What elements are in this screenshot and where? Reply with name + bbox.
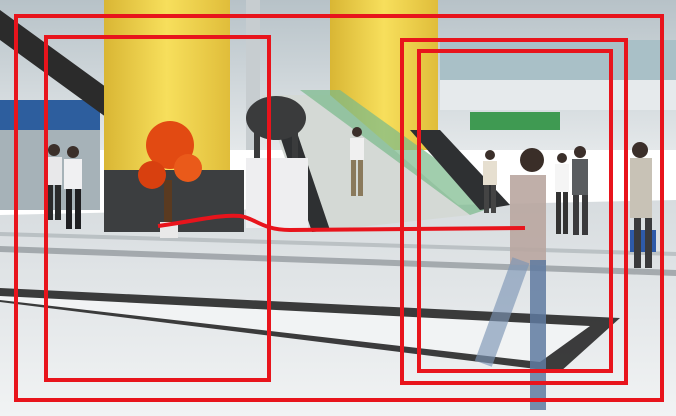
trajectory-line — [157, 213, 526, 233]
bounding-box-outer — [14, 14, 664, 402]
bounding-box-right — [400, 38, 628, 385]
pedestrian-right-1 — [572, 146, 588, 235]
floor-line-far — [0, 246, 676, 276]
pedestrian-stairs — [350, 127, 364, 196]
bronze-urn — [246, 96, 306, 140]
pedestrian-white — [555, 153, 569, 234]
pedestrian-left-2 — [64, 146, 82, 229]
plant-stem — [164, 180, 172, 238]
pedestrian-walking-main — [474, 148, 546, 410]
pedestrian-right-2 — [630, 142, 656, 268]
upper-walkway — [440, 80, 676, 110]
plinth — [246, 158, 308, 228]
detection-overlay — [14, 14, 664, 402]
pedestrian-middle — [483, 150, 497, 213]
bounding-box-right-inner — [417, 49, 613, 373]
bounding-box-left — [44, 35, 271, 382]
left-escalator — [0, 10, 110, 120]
floor-stripe-gap — [0, 296, 590, 362]
shop-sign — [470, 112, 560, 130]
pedestrian-left-1 — [46, 144, 62, 220]
glass-balcony — [440, 40, 676, 80]
